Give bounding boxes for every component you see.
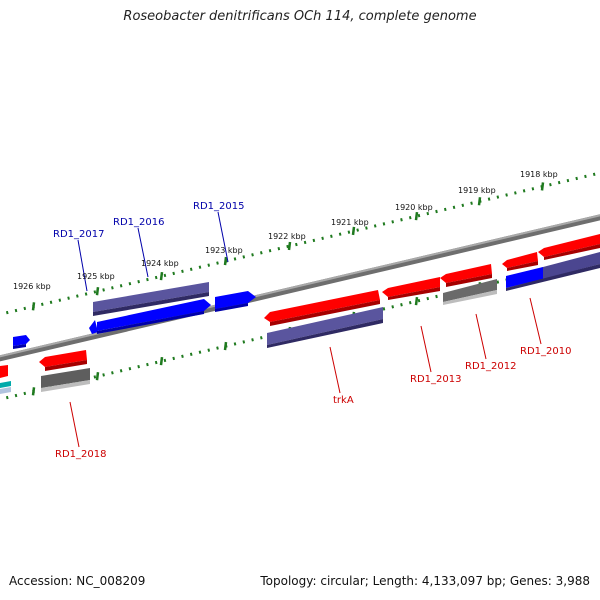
- ruler-label-1921: 1921 kbp: [331, 218, 369, 227]
- gene-rd1-2012[interactable]: [443, 279, 497, 305]
- ruler-tick-inner-1: [95, 372, 100, 381]
- gene-small-left-blue[interactable]: [13, 335, 30, 349]
- ruler-label-1923: 1923 kbp: [205, 246, 243, 255]
- leader-rd1-2016: [137, 227, 149, 278]
- ruler-label-1926: 1926 kbp: [13, 282, 51, 291]
- ruler-label-1919: 1919 kbp: [458, 186, 496, 195]
- ruler-label-1924: 1924 kbp: [141, 259, 179, 268]
- ruler-tick-outer-7: [477, 197, 482, 206]
- ruler-tick-outer-0: [31, 302, 36, 311]
- gene-label-trka[interactable]: trkA: [333, 395, 354, 406]
- gene-rd1-2016[interactable]: [93, 282, 209, 316]
- label-leader-lines: [69, 211, 542, 448]
- ruler-label-1918: 1918 kbp: [520, 170, 558, 179]
- gene-label-rd1-2015[interactable]: RD1_2015: [193, 201, 244, 212]
- gene-red-upper-5[interactable]: [538, 234, 600, 260]
- ruler-tick-outer-2: [159, 271, 164, 281]
- ruler-label-1922: 1922 kbp: [268, 232, 306, 241]
- gene-left-edge-cyan[interactable]: [0, 381, 11, 394]
- gene-red-upper-3[interactable]: [440, 264, 492, 287]
- ruler-tick-outer-1: [95, 287, 100, 296]
- gene-rd1-2018[interactable]: [41, 368, 90, 392]
- leader-rd1-2010: [529, 297, 542, 345]
- gene-trka-lower[interactable]: [267, 307, 383, 348]
- ruler-tick-inner-6: [414, 296, 419, 306]
- ruler-tick-inner-2: [159, 356, 164, 366]
- gene-label-rd1-2017[interactable]: RD1_2017: [53, 229, 104, 240]
- map-title: Roseobacter denitrificans OCh 114, compl…: [123, 9, 477, 24]
- leader-rd1-2017: [77, 239, 88, 292]
- gene-red-upper-2[interactable]: [382, 277, 440, 300]
- gene-rd1-2010[interactable]: [506, 252, 600, 291]
- gene-left-edge-red[interactable]: [0, 365, 8, 378]
- gene-label-rd1-2012[interactable]: RD1_2012: [465, 361, 516, 372]
- ruler-tick-outer-8: [540, 182, 545, 191]
- leader-trka: [329, 346, 341, 394]
- outer-ruler-line: [0, 171, 600, 316]
- gene-rd1-2015[interactable]: [215, 291, 256, 312]
- leader-rd1-2012: [475, 313, 487, 360]
- gene-red-upper-4[interactable]: [502, 252, 538, 271]
- gene-label-rd1-2013[interactable]: RD1_2013: [410, 374, 461, 385]
- ruler-label-1925: 1925 kbp: [77, 272, 115, 281]
- ruler-tick-inner-0: [31, 387, 36, 396]
- ruler-tick-outer-6: [414, 211, 419, 221]
- ruler-tick-outer-4: [287, 241, 292, 251]
- leader-rd1-2015: [217, 211, 229, 263]
- leader-rd1-2013: [420, 325, 432, 373]
- ruler-tick-outer-3: [223, 256, 228, 266]
- ruler-tick-outer-5: [351, 226, 356, 236]
- ruler-label-1920: 1920 kbp: [395, 203, 433, 212]
- gene-label-rd1-2016[interactable]: RD1_2016: [113, 217, 164, 228]
- ruler-tick-inner-3: [223, 341, 228, 351]
- gene-label-rd1-2018[interactable]: RD1_2018: [55, 449, 106, 460]
- gene-rd1-2018-upper[interactable]: [39, 350, 87, 371]
- gene-trka-upper[interactable]: [264, 290, 380, 326]
- genome-backbone: [0, 214, 600, 362]
- leader-rd1-2018: [69, 401, 80, 448]
- gene-label-rd1-2010[interactable]: RD1_2010: [520, 346, 571, 357]
- genome-summary-text: Topology: circular; Length: 4,133,097 bp…: [260, 574, 590, 588]
- accession-text: Accession: NC_008209: [9, 574, 146, 588]
- gene-rd1-2017[interactable]: [89, 299, 211, 334]
